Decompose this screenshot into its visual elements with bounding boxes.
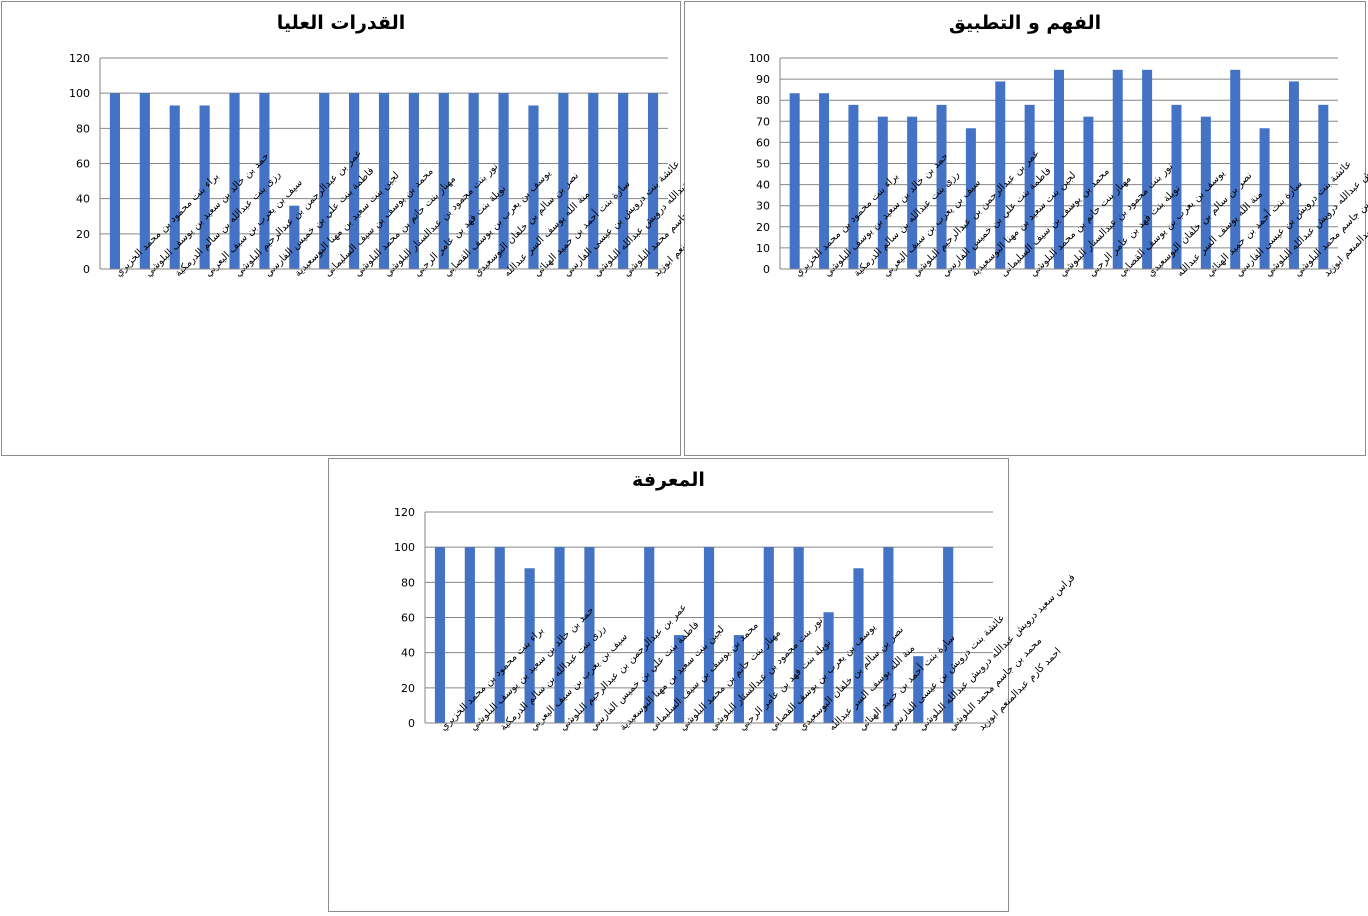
chart-title: المعرفة — [632, 469, 705, 491]
y-tick-label: 20 — [401, 682, 415, 695]
bar — [644, 547, 655, 723]
bar — [819, 93, 830, 270]
bar — [1171, 104, 1182, 269]
bar — [584, 547, 595, 723]
chart-title: الفهم و التطبيق — [948, 12, 1102, 34]
y-tick-label: 0 — [83, 263, 90, 276]
y-tick-label: 90 — [756, 73, 770, 86]
y-tick-label: 80 — [76, 122, 90, 135]
bar — [588, 93, 599, 269]
bar — [1024, 104, 1035, 269]
y-tick-label: 20 — [756, 221, 770, 234]
y-tick-label: 60 — [756, 136, 770, 149]
y-tick-label: 100 — [749, 52, 770, 65]
bar — [848, 104, 859, 269]
y-tick-label: 10 — [756, 242, 770, 255]
bar — [259, 93, 270, 269]
bar — [674, 635, 685, 723]
y-tick-label: 50 — [756, 158, 770, 171]
bar — [907, 116, 918, 269]
bar — [943, 547, 954, 723]
bar — [438, 93, 449, 269]
bar — [498, 93, 509, 269]
bar — [703, 547, 715, 723]
y-tick-label: 0 — [763, 263, 770, 276]
bar — [199, 105, 210, 269]
bar — [229, 93, 240, 269]
bar — [647, 93, 659, 269]
bar — [468, 93, 479, 269]
bar — [1142, 69, 1153, 269]
bar — [349, 93, 360, 269]
y-tick-label: 40 — [756, 179, 770, 192]
bar — [793, 547, 804, 723]
bar — [1083, 116, 1094, 269]
bar — [1288, 81, 1299, 269]
bar — [913, 656, 924, 723]
bar — [1318, 104, 1329, 269]
bar — [789, 93, 800, 270]
bar — [965, 128, 976, 269]
bar — [618, 93, 629, 269]
bar — [139, 93, 150, 269]
bar — [558, 93, 569, 269]
y-tick-label: 120 — [394, 506, 415, 519]
bar — [109, 93, 121, 269]
chart-panel-knowledge: المعرفة 0 20 40 60 80 100 120 براء بنت محمود بن… — [328, 458, 1078, 912]
y-tick-label: 30 — [756, 200, 770, 213]
bar — [1200, 116, 1211, 269]
bar — [823, 612, 834, 723]
bar — [1112, 69, 1123, 269]
bar — [434, 547, 446, 723]
y-tick-label: 40 — [76, 193, 90, 206]
bar — [733, 635, 744, 723]
bar — [169, 105, 180, 269]
y-tick-label: 100 — [69, 87, 90, 100]
bar — [883, 547, 894, 723]
bar — [936, 104, 947, 269]
y-tick-label: 70 — [756, 115, 770, 128]
bar — [995, 81, 1006, 269]
chart-panel-higher-abilities: القدرات العليا 0 20 40 60 80 100 120 براء بنت م… — [1, 1, 753, 456]
bar — [877, 116, 888, 269]
bar — [408, 93, 419, 269]
bar — [494, 547, 505, 723]
bar — [528, 105, 539, 269]
y-tick-label: 60 — [401, 612, 415, 625]
bar — [524, 568, 535, 723]
bar — [464, 547, 475, 723]
y-tick-label: 60 — [76, 158, 90, 171]
chart-title: القدرات العليا — [276, 12, 406, 34]
bar — [289, 205, 300, 269]
bar — [1259, 128, 1270, 269]
y-tick-label: 120 — [69, 52, 90, 65]
bar — [554, 547, 565, 723]
y-tick-label: 80 — [401, 576, 415, 589]
bar — [763, 547, 774, 723]
bar — [1230, 69, 1241, 269]
bar — [319, 93, 330, 269]
bar — [378, 93, 390, 269]
y-tick-label: 40 — [401, 647, 415, 660]
y-tick-label: 100 — [394, 541, 415, 554]
y-tick-label: 80 — [756, 94, 770, 107]
bar — [1054, 69, 1064, 269]
y-tick-label: 0 — [408, 717, 415, 730]
chart-panel-understanding-application: الفهم و التطبيق 0 10 20 30 40 50 60 70 80 90 100 بر… — [684, 1, 1368, 456]
y-tick-label: 20 — [76, 228, 90, 241]
bar — [853, 568, 864, 723]
